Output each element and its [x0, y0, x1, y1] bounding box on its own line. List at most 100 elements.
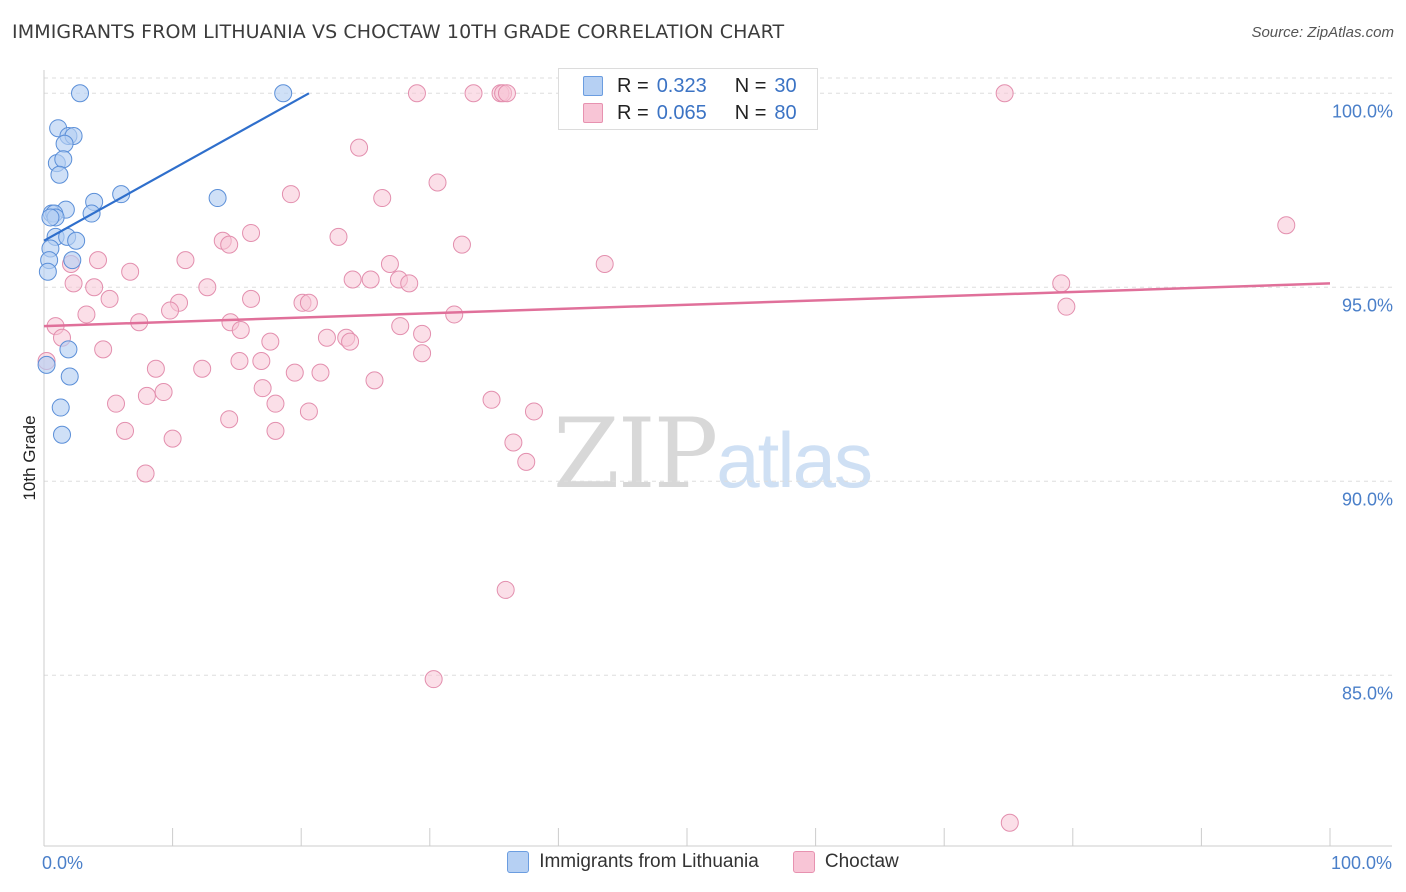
choctaw-point	[1277, 216, 1296, 235]
choctaw-point	[361, 270, 380, 289]
legend-n-label: N =	[734, 74, 767, 97]
choctaw-point	[311, 363, 330, 382]
choctaw-point	[261, 332, 280, 351]
watermark-zip: ZIP	[553, 398, 718, 510]
choctaw-point	[1057, 297, 1076, 316]
choctaw-point	[497, 84, 516, 103]
choctaw-point	[400, 274, 419, 293]
choctaw-point	[77, 305, 96, 324]
legend-label-choctaw: Choctaw	[824, 851, 899, 872]
legend-r-label: R =	[617, 74, 649, 97]
choctaw-point	[1000, 813, 1019, 832]
choctaw-point	[524, 402, 543, 421]
x-tick-label: 0.0%	[42, 853, 83, 873]
y-tick-label: 85.0%	[1342, 683, 1393, 703]
choctaw-point	[137, 386, 156, 405]
lithuania-point	[67, 231, 86, 250]
choctaw-point	[253, 379, 272, 398]
legend-swatch-choctaw	[583, 103, 603, 123]
choctaw-point	[281, 185, 300, 204]
choctaw-point	[496, 580, 515, 599]
choctaw-point	[252, 352, 271, 370]
choctaw-point	[163, 429, 182, 448]
legend-r-value-lithuania: 0.323	[656, 74, 707, 97]
choctaw-point	[266, 421, 285, 440]
lithuania-point	[59, 340, 78, 359]
lithuania-points	[37, 84, 293, 444]
choctaw-point	[343, 270, 362, 289]
choctaw-point	[452, 235, 471, 254]
choctaw-point	[413, 344, 432, 363]
choctaw-point	[64, 274, 83, 293]
lithuania-point	[274, 84, 293, 103]
choctaw-point	[85, 278, 104, 297]
choctaw-point	[89, 251, 108, 270]
lithuania-point	[71, 84, 90, 103]
choctaw-point	[107, 394, 126, 413]
legend-item-choctaw[interactable]: Choctaw	[792, 851, 899, 873]
lithuania-point	[208, 189, 227, 208]
choctaw-point	[504, 433, 523, 452]
choctaw-point	[94, 340, 113, 359]
choctaw-point	[517, 452, 536, 471]
choctaw-point	[220, 235, 239, 254]
choctaw-point	[995, 84, 1014, 103]
choctaw-point	[100, 289, 119, 308]
lithuania-point	[41, 208, 60, 227]
choctaw-point	[146, 359, 165, 378]
y-tick-label: 95.0%	[1342, 295, 1393, 315]
choctaw-point	[285, 363, 304, 382]
choctaw-point	[231, 320, 250, 339]
choctaw-point	[299, 402, 318, 421]
source-label: Source: ZipAtlas.com	[1251, 24, 1394, 41]
choctaw-point	[365, 371, 384, 390]
lithuania-point	[38, 262, 57, 281]
y-tick-label: 90.0%	[1342, 489, 1393, 509]
x-tick-label: 100.0%	[1331, 853, 1392, 873]
choctaw-points	[37, 84, 1296, 832]
choctaw-point	[373, 189, 392, 208]
choctaw-point	[154, 383, 173, 402]
choctaw-point	[121, 262, 140, 281]
choctaw-point	[242, 289, 261, 308]
legend-n-label: N =	[734, 101, 767, 124]
choctaw-point	[424, 670, 443, 689]
choctaw-point	[350, 138, 369, 157]
grid-lines	[44, 77, 1392, 676]
choctaw-point	[299, 293, 318, 312]
choctaw-point	[1052, 274, 1071, 293]
lithuania-point	[53, 425, 72, 444]
legend-r-value-choctaw: 0.065	[656, 101, 707, 124]
trend-lines	[43, 92, 1331, 328]
legend-label-lithuania: Immigrants from Lithuania	[539, 851, 759, 872]
choctaw-trend-line	[43, 282, 1331, 328]
series-legend: Immigrants from Lithuania Choctaw	[0, 851, 1406, 873]
choctaw-point	[193, 359, 212, 378]
legend-row-lithuania: R = 0.323 N = 30	[583, 74, 797, 98]
watermark: ZIPatlas	[553, 398, 873, 510]
choctaw-point	[407, 84, 426, 103]
choctaw-point	[428, 173, 447, 192]
choctaw-point	[482, 390, 501, 409]
choctaw-point	[595, 255, 614, 273]
lithuania-point	[60, 367, 79, 386]
choctaw-point	[136, 464, 155, 483]
lithuania-point	[54, 150, 73, 169]
choctaw-point	[220, 410, 239, 429]
lithuania-point	[63, 251, 82, 270]
lithuania-point	[37, 355, 56, 374]
choctaw-point	[341, 332, 360, 351]
choctaw-point	[391, 317, 410, 336]
choctaw-point	[266, 394, 285, 413]
legend-item-lithuania[interactable]: Immigrants from Lithuania	[507, 851, 759, 873]
choctaw-point	[116, 421, 135, 440]
choctaw-point	[380, 255, 399, 273]
choctaw-point	[242, 223, 261, 242]
choctaw-point	[329, 227, 348, 246]
y-tick-label: 100.0%	[1332, 101, 1393, 121]
axes	[43, 70, 1392, 847]
legend-swatch-lithuania	[583, 76, 603, 96]
legend-swatch-lithuania	[507, 851, 530, 873]
choctaw-point	[413, 324, 432, 343]
